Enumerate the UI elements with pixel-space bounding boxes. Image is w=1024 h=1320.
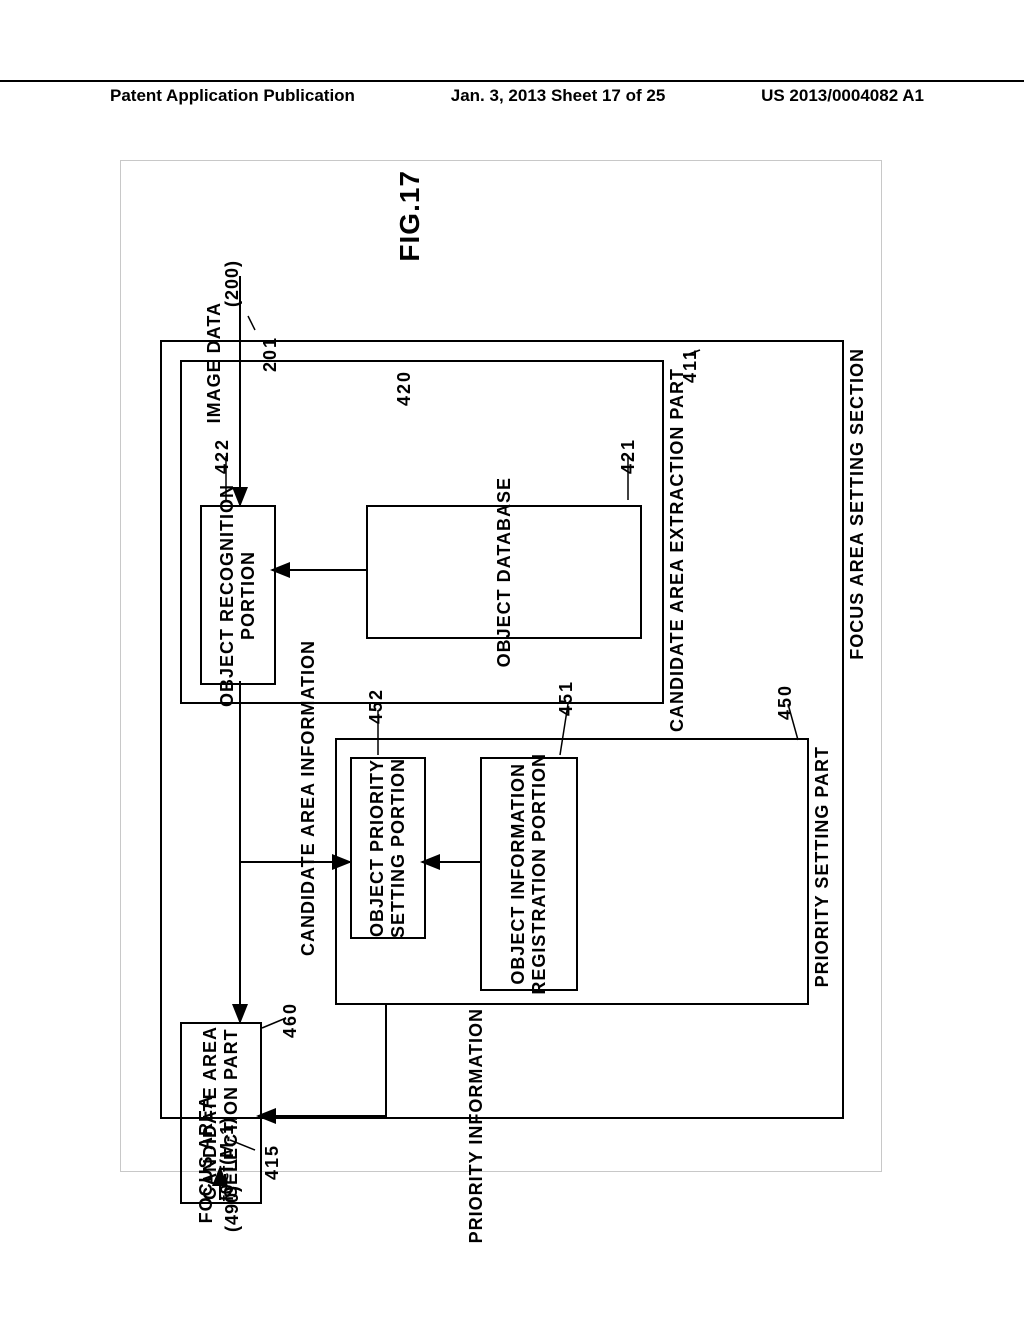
ref-421: 421 — [618, 438, 639, 474]
ref-422: 422 — [212, 438, 233, 474]
label-452: OBJECT PRIORITY SETTING PORTION — [367, 758, 409, 938]
input-ref-200: (200) — [222, 260, 243, 307]
box-451: OBJECT INFORMATION REGISTRATION PORTION — [480, 757, 578, 991]
header-right: US 2013/0004082 A1 — [761, 86, 924, 106]
figure-label: FIG.17 — [394, 170, 426, 262]
ref-460: 460 — [280, 1002, 301, 1038]
ref-415: 415 — [262, 1144, 283, 1180]
patent-figure-page: Patent Application Publication Jan. 3, 2… — [0, 0, 1024, 1320]
label-451: OBJECT INFORMATION REGISTRATION PORTION — [508, 753, 550, 995]
label-422: OBJECT RECOGNITION PORTION — [217, 484, 259, 707]
label-450: PRIORITY SETTING PART — [812, 746, 833, 987]
signal-candidate-area-info: CANDIDATE AREA INFORMATION — [298, 640, 319, 956]
ref-420: 420 — [394, 370, 415, 406]
signal-priority-info: PRIORITY INFORMATION — [466, 1008, 487, 1243]
ref-450: 450 — [775, 684, 796, 720]
ref-451: 451 — [556, 680, 577, 716]
page-header: Patent Application Publication Jan. 3, 2… — [0, 80, 1024, 106]
output-ref-490: (490) — [222, 1185, 243, 1232]
label-411: FOCUS AREA SETTING SECTION — [847, 348, 868, 660]
ref-452: 452 — [366, 688, 387, 724]
label-421: OBJECT DATABASE — [494, 477, 515, 667]
box-422: OBJECT RECOGNITION PORTION — [200, 505, 276, 685]
box-421: OBJECT DATABASE — [366, 505, 642, 639]
box-452: OBJECT PRIORITY SETTING PORTION — [350, 757, 426, 939]
header-center: Jan. 3, 2013 Sheet 17 of 25 — [451, 86, 666, 106]
header-left: Patent Application Publication — [110, 86, 355, 106]
label-420: CANDIDATE AREA EXTRACTION PART — [667, 368, 688, 732]
